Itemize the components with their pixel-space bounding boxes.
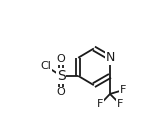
Text: F: F <box>97 99 103 109</box>
Text: O: O <box>57 88 66 98</box>
Text: N: N <box>105 51 115 64</box>
Text: O: O <box>57 54 66 64</box>
Text: F: F <box>117 99 123 109</box>
Text: F: F <box>120 85 126 95</box>
Text: S: S <box>57 69 66 83</box>
Text: Cl: Cl <box>40 61 51 71</box>
